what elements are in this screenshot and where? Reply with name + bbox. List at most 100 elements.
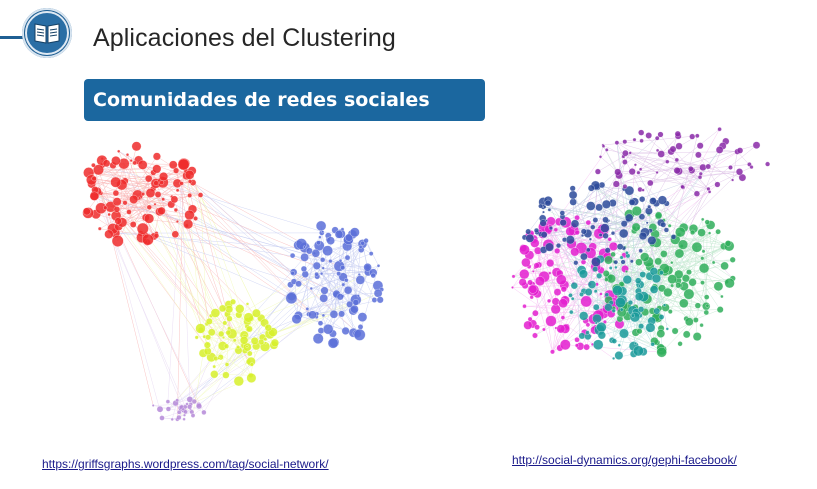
network-node bbox=[560, 286, 567, 293]
network-node bbox=[647, 235, 657, 245]
network-node bbox=[146, 204, 152, 210]
network-node bbox=[592, 217, 599, 223]
network-edge bbox=[98, 169, 111, 207]
network-node bbox=[305, 307, 310, 311]
network-node bbox=[580, 252, 588, 261]
network-node bbox=[321, 266, 325, 270]
network-node bbox=[594, 168, 601, 175]
network-edge bbox=[229, 318, 248, 327]
network-node bbox=[285, 292, 298, 304]
network-node bbox=[559, 210, 565, 216]
network-edge bbox=[655, 233, 730, 284]
network-edge bbox=[161, 412, 180, 419]
network-node bbox=[352, 299, 360, 306]
network-node bbox=[653, 307, 661, 315]
network-edge bbox=[320, 295, 337, 324]
network-node bbox=[157, 206, 166, 215]
network-edge bbox=[600, 259, 679, 286]
network-edge bbox=[244, 232, 355, 351]
network-edge bbox=[616, 183, 724, 247]
network-node bbox=[363, 238, 369, 244]
network-node bbox=[667, 309, 673, 314]
network-node bbox=[699, 163, 707, 171]
network-edge bbox=[608, 220, 725, 267]
network-edge bbox=[140, 233, 292, 299]
network-node bbox=[291, 314, 302, 324]
network-edge bbox=[562, 269, 595, 318]
network-node bbox=[97, 226, 102, 231]
network-node bbox=[569, 185, 576, 192]
network-node bbox=[650, 342, 655, 347]
network-edge bbox=[691, 170, 709, 190]
network-edge bbox=[562, 161, 668, 214]
network-edge bbox=[549, 246, 628, 280]
network-node bbox=[604, 277, 609, 282]
network-edge bbox=[91, 163, 124, 181]
network-edge bbox=[608, 259, 679, 281]
source-link-griffsgraphs[interactable]: https://griffsgraphs.wordpress.com/tag/s… bbox=[42, 457, 329, 471]
network-edge bbox=[175, 170, 308, 310]
network-node bbox=[194, 335, 199, 340]
network-edge bbox=[121, 184, 346, 332]
network-edge bbox=[214, 374, 251, 376]
network-edge bbox=[91, 170, 187, 185]
network-edge bbox=[101, 160, 269, 328]
network-node bbox=[210, 370, 219, 379]
network-edge bbox=[323, 267, 369, 273]
network-node bbox=[144, 213, 155, 224]
network-node bbox=[717, 127, 722, 132]
network-node bbox=[110, 176, 122, 188]
network-edge bbox=[318, 243, 363, 339]
network-edge bbox=[98, 168, 157, 170]
network-node bbox=[179, 181, 184, 186]
network-node bbox=[300, 253, 309, 262]
network-node bbox=[634, 342, 637, 345]
network-edge bbox=[682, 167, 704, 187]
network-node bbox=[651, 273, 661, 284]
network-edge bbox=[625, 153, 709, 190]
network-node bbox=[592, 266, 599, 272]
network-edge bbox=[194, 353, 250, 402]
network-edge bbox=[529, 152, 631, 320]
network-node bbox=[185, 402, 189, 406]
network-edge bbox=[298, 296, 341, 316]
network-node bbox=[317, 320, 324, 326]
network-node bbox=[511, 274, 516, 279]
network-edge bbox=[123, 163, 160, 212]
network-node bbox=[625, 213, 634, 222]
network-node bbox=[195, 323, 206, 334]
network-node bbox=[667, 274, 677, 284]
network-edge bbox=[600, 156, 618, 173]
network-edge bbox=[320, 225, 335, 315]
network-node bbox=[685, 317, 694, 326]
network-edge bbox=[207, 326, 248, 352]
network-node bbox=[604, 292, 610, 298]
network-node bbox=[334, 230, 344, 239]
network-node bbox=[701, 249, 706, 254]
network-edge bbox=[148, 218, 212, 333]
network-edge bbox=[200, 314, 228, 329]
network-node bbox=[612, 285, 623, 296]
network-node bbox=[703, 309, 709, 316]
network-node bbox=[263, 337, 268, 342]
network-node bbox=[356, 294, 360, 298]
network-node bbox=[645, 132, 652, 139]
network-node bbox=[622, 139, 628, 145]
network-node bbox=[649, 285, 659, 294]
source-link-social-dynamics[interactable]: http://social-dynamics.org/gephi-faceboo… bbox=[512, 453, 737, 467]
network-node bbox=[699, 323, 704, 328]
network-node bbox=[655, 148, 660, 153]
network-node bbox=[604, 255, 613, 265]
network-node bbox=[700, 280, 705, 285]
network-node bbox=[543, 205, 547, 209]
network-node bbox=[681, 274, 690, 283]
network-edge bbox=[88, 164, 184, 173]
network-node bbox=[145, 188, 156, 198]
network-node bbox=[670, 234, 677, 240]
network-node bbox=[222, 320, 228, 326]
network-node bbox=[344, 278, 349, 283]
network-node bbox=[197, 192, 204, 198]
network-node bbox=[683, 288, 695, 300]
network-edge bbox=[570, 164, 636, 232]
network-node bbox=[117, 149, 121, 153]
